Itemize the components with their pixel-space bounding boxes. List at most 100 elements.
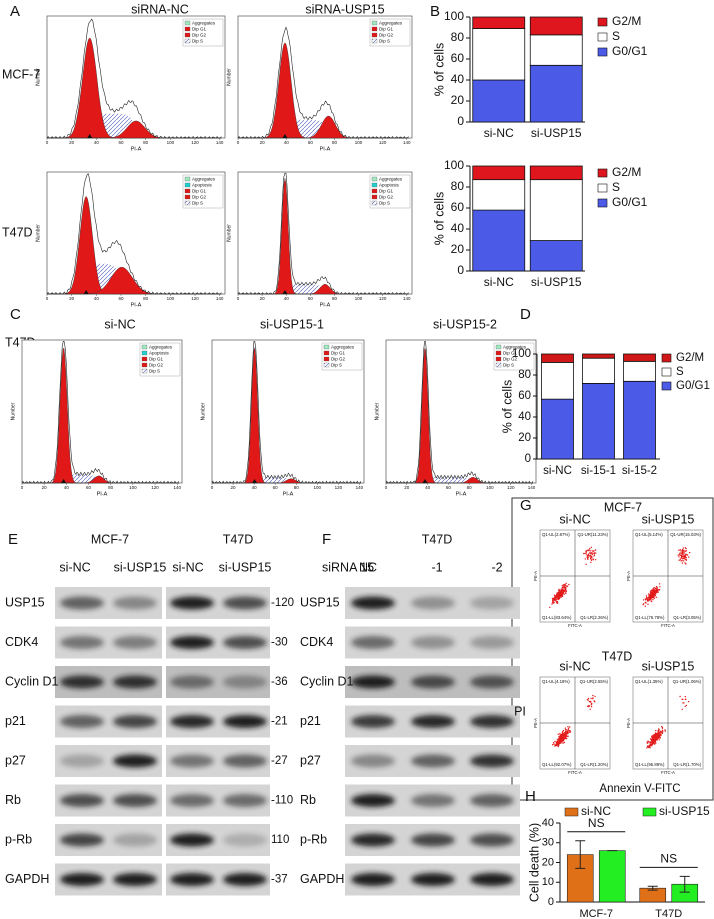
event-dot: [558, 592, 561, 594]
quadrant-label: Q1-UL(2.87%): [542, 532, 570, 537]
blot-band: [223, 675, 267, 689]
bar-segment: [541, 361, 574, 400]
panel-label: E: [8, 531, 18, 548]
event-dot: [559, 739, 561, 741]
x-axis-label: PI-A: [97, 491, 108, 497]
x-tick-label: si-USP15: [531, 275, 582, 289]
blot-band: [470, 794, 514, 807]
event-dot: [561, 736, 563, 739]
event-dot: [569, 731, 572, 733]
event-dot: [651, 741, 653, 744]
y-tick-label: 0: [457, 263, 464, 277]
blot-band: [113, 675, 157, 689]
event-dot: [680, 550, 682, 552]
x-tick-label: 20: [69, 140, 75, 145]
event-dot: [655, 736, 657, 738]
x-tick-label: 100: [167, 140, 175, 145]
x-tick-label: 0: [211, 485, 214, 490]
legend-swatch: [495, 356, 502, 362]
event-dot: [565, 731, 567, 733]
event-dot: [563, 738, 565, 740]
event-dot: [590, 553, 592, 555]
x-tick-label: 60: [86, 485, 92, 490]
bar-segment: [529, 64, 583, 123]
lane-label: NC: [359, 560, 377, 574]
blot-band: [113, 754, 157, 768]
blot-band: [411, 675, 455, 689]
event-dot: [558, 589, 560, 591]
x-tick-label: 140: [403, 140, 411, 145]
blot-band: [470, 833, 514, 847]
event-dot: [662, 731, 664, 733]
event-dot: [587, 558, 589, 560]
bar: [598, 850, 626, 903]
legend-label: Aggregates: [192, 176, 216, 181]
legend-swatch: [495, 362, 502, 368]
event-dot: [564, 584, 567, 587]
event-dot: [657, 591, 659, 593]
event-dot: [587, 554, 589, 556]
dip-g2-area: [22, 475, 179, 484]
legend-label: Dip G1: [331, 350, 346, 355]
group-label: T47D: [422, 532, 453, 546]
y-tick-label: 100: [444, 158, 464, 172]
legend-swatch: [184, 20, 191, 26]
x-axis-label: Annexin V-FITC: [599, 783, 680, 795]
event-dot: [584, 558, 586, 560]
event-dot: [588, 555, 590, 557]
blot-band: [170, 794, 214, 807]
blot-band: [113, 636, 157, 649]
panel-label: G: [520, 497, 532, 514]
y-tick-label: 40: [451, 221, 465, 235]
quadrant-label: Q1-LR(1.20%): [580, 762, 608, 767]
event-dot: [563, 593, 565, 595]
event-dot: [647, 599, 649, 601]
event-dot: [660, 733, 662, 735]
event-dot: [590, 697, 592, 700]
event-dot: [658, 739, 660, 741]
x-tick-label: si-NC: [484, 126, 514, 140]
legend-label: Aggregates: [379, 20, 403, 25]
dip-s-area: [212, 477, 361, 483]
protein-label: GAPDH: [300, 872, 344, 886]
x-tick-label: 120: [379, 140, 387, 145]
y-tick-label: 30: [542, 837, 554, 849]
x-tick-label: 40: [284, 296, 290, 301]
x-tick-label: si-15-2: [622, 465, 657, 477]
event-dot: [683, 557, 685, 560]
event-dot: [684, 562, 686, 564]
x-axis-label: PI-A: [131, 302, 142, 308]
legend-swatch: [371, 38, 378, 44]
bar-segment: [472, 165, 526, 181]
y-tick-label: 60: [451, 51, 465, 65]
event-dot: [685, 553, 687, 555]
event-dot: [553, 598, 555, 600]
panel-label: C: [10, 306, 21, 323]
x-tick-label: 0: [46, 140, 49, 145]
event-dot: [590, 558, 592, 560]
legend-swatch: [564, 807, 579, 817]
mw-label: 110: [271, 834, 289, 846]
y-tick-label: 0: [457, 114, 464, 128]
legend-label: Dip G2: [192, 32, 207, 37]
plot-x-label: FITC-A: [568, 623, 582, 628]
event-dot: [552, 601, 554, 603]
x-tick-label: 20: [260, 296, 266, 301]
x-tick-label: 40: [284, 140, 290, 145]
peak-marker: [83, 290, 89, 294]
plot-y-label: PE-A: [626, 571, 631, 581]
legend-swatch: [141, 350, 148, 356]
column-title: si-USP15: [642, 659, 695, 673]
event-dot: [681, 551, 684, 554]
event-dot: [554, 740, 556, 743]
blot-band: [113, 873, 157, 886]
protein-label: Cyclin D1: [5, 674, 59, 688]
event-dot: [685, 563, 687, 565]
legend-label: Aggregates: [331, 344, 355, 349]
event-dot: [649, 591, 652, 594]
histogram-outline: [211, 341, 362, 484]
legend-swatch: [597, 17, 608, 27]
event-dot: [652, 599, 654, 601]
event-dot: [567, 735, 569, 737]
legend-swatch: [597, 198, 608, 208]
